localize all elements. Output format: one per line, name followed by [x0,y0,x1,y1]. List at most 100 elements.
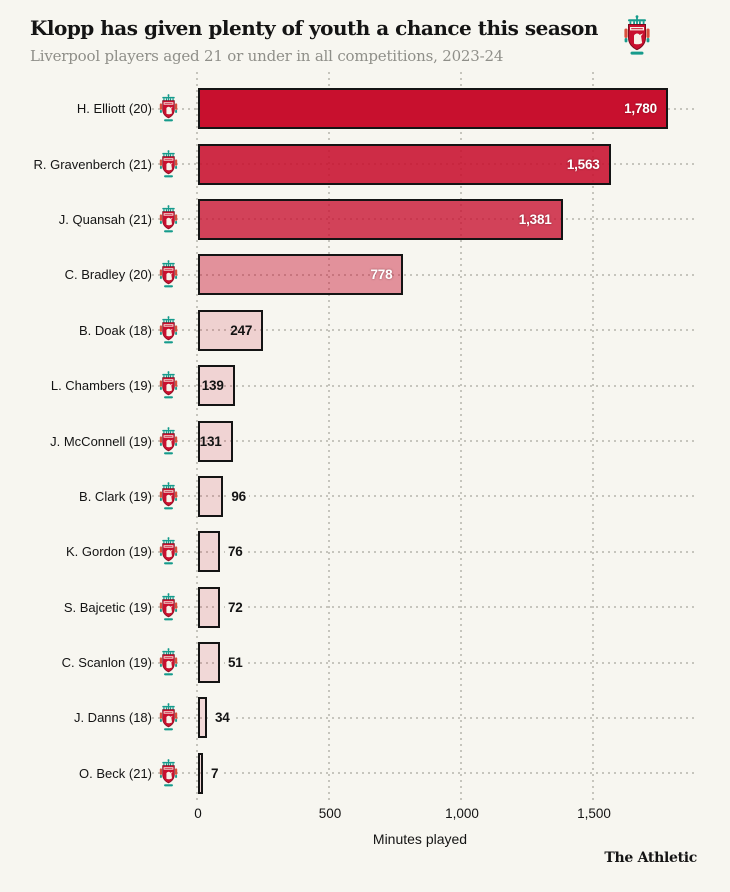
liverpool-crest-icon [158,482,179,511]
liverpool-crest-icon [158,260,179,289]
liverpool-crest-icon [624,15,650,55]
bar-track: 72 [198,586,730,628]
gridline [592,72,594,803]
bar-value-label: 96 [228,487,249,505]
minutes-bar [198,586,220,628]
minutes-bar: 778 [198,254,404,296]
bar-value-label: 51 [225,654,246,672]
liverpool-crest-icon [158,703,179,732]
liverpool-crest-icon [159,260,178,288]
minutes-bar [198,697,207,739]
bar-track: 1,381 [198,198,730,240]
bar-track: 139 [198,365,730,407]
player-label: L. Chambers (19) [30,377,152,395]
minutes-bar: 131 [198,420,233,462]
x-tick-label: 0 [194,806,202,821]
minutes-bar: 139 [198,365,235,407]
gridline [328,72,330,803]
publisher-wordmark: The Athletic [604,850,697,866]
player-row: C. Scanlon (19) 51 [0,635,730,690]
bar-track: 34 [198,697,730,739]
liverpool-crest-icon [159,149,178,177]
player-label: C. Scanlon (19) [30,654,152,672]
liverpool-crest-icon [622,14,652,58]
x-tick-label: 500 [318,806,342,821]
player-label: H. Elliott (20) [30,100,152,118]
liverpool-crest-icon [159,482,178,510]
liverpool-crest-icon [159,592,178,621]
bar-value-label: 131 [199,433,222,449]
chart-subtitle: Liverpool players aged 21 or under in al… [30,47,504,65]
bar-value-label: 1,563 [566,156,600,172]
bar-value-label: 247 [230,322,253,338]
liverpool-crest-icon [159,648,178,676]
liverpool-crest-icon [158,315,179,345]
bar-track: 51 [198,642,730,684]
liverpool-crest-icon [158,759,179,788]
player-row: B. Doak (18) 247 [0,303,730,358]
bar-track: 96 [198,475,730,517]
liverpool-crest-icon [159,703,178,731]
bar-value-label: 1,381 [518,211,552,227]
minutes-bar: 247 [198,309,264,351]
liverpool-crest-icon [158,426,179,456]
player-label: B. Doak (18) [30,321,152,339]
liverpool-crest-icon [158,94,179,123]
chart-title: Klopp has given plenty of youth a chance… [30,16,598,40]
player-row: O. Beck (21) 7 [0,746,730,801]
liverpool-crest-icon [158,371,179,400]
minutes-bar: 1,381 [198,198,563,240]
liverpool-crest-icon [158,648,179,677]
liverpool-crest-icon [159,426,178,454]
liverpool-crest-icon [159,315,178,344]
player-label: O. Beck (21) [30,764,152,782]
player-row: C. Bradley (20) 778 [0,247,730,302]
minutes-bar [198,642,220,684]
player-label: B. Clark (19) [30,487,152,505]
x-axis-ticks: 0 500 1,000 1,500 [0,806,730,824]
minutes-bar [198,531,220,573]
player-row: R. Gravenberch (21) 1,563 [0,136,730,191]
x-tick-label: 1,500 [577,806,611,821]
player-row: H. Elliott (20) 1,780 [0,81,730,136]
liverpool-crest-icon [159,94,178,122]
bar-track: 76 [198,531,730,573]
player-row: J. Quansah (21) 1,381 [0,192,730,247]
bar-track: 131 [198,420,730,462]
bar-track: 1,563 [198,143,730,185]
player-label: J. Quansah (21) [30,210,152,228]
bar-value-label: 778 [370,267,393,283]
liverpool-crest-icon [158,205,179,234]
player-label: R. Gravenberch (21) [30,155,152,173]
bar-track: 247 [198,309,730,351]
bar-track: 7 [198,752,730,794]
minutes-bar [198,475,224,517]
gridline [460,72,462,803]
bar-value-label: 76 [225,543,246,561]
bar-value-label: 139 [201,378,224,394]
bar-rows: H. Elliott (20) 1,780 R. Gravenberch (21) 1… [0,81,730,801]
minutes-bar: 1,563 [198,143,611,185]
liverpool-crest-icon [159,371,178,399]
bar-track: 778 [198,254,730,296]
bar-value-label: 7 [208,764,222,782]
x-tick-label: 1,000 [445,806,479,821]
liverpool-crest-icon [158,149,179,179]
chart-header: Klopp has given plenty of youth a chance… [30,16,700,65]
player-label: K. Gordon (19) [30,543,152,561]
player-label: C. Bradley (20) [30,266,152,284]
bar-value-label: 72 [225,598,246,616]
player-row: L. Chambers (19) 139 [0,358,730,413]
gridline [196,72,198,803]
liverpool-crest-icon [158,537,179,566]
player-row: J. Danns (18) 34 [0,690,730,745]
bar-value-label: 34 [211,709,233,727]
liverpool-crest-icon [159,759,178,787]
bar-track: 1,780 [198,88,730,130]
player-label: J. Danns (18) [30,709,152,727]
player-row: J. McConnell (19) 131 [0,413,730,468]
bar-value-label: 1,780 [624,101,657,117]
plot-grid [0,72,730,803]
player-row: S. Bajcetic (19) 72 [0,580,730,635]
liverpool-crest-icon [158,592,179,622]
